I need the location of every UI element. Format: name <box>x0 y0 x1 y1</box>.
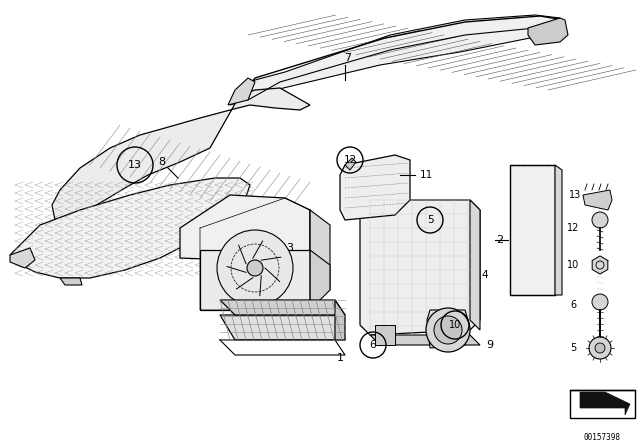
Text: 12: 12 <box>344 155 356 165</box>
Polygon shape <box>10 178 250 278</box>
Polygon shape <box>340 155 410 220</box>
Circle shape <box>217 230 293 306</box>
Circle shape <box>426 308 470 352</box>
Text: 7: 7 <box>344 53 351 63</box>
Text: 4: 4 <box>482 270 488 280</box>
Polygon shape <box>360 200 480 335</box>
Polygon shape <box>510 165 555 295</box>
Circle shape <box>595 343 605 353</box>
Polygon shape <box>592 256 608 274</box>
Text: 2: 2 <box>496 235 503 245</box>
Polygon shape <box>528 18 568 45</box>
Text: 6: 6 <box>570 300 576 310</box>
Circle shape <box>592 294 608 310</box>
Text: 5: 5 <box>570 343 576 353</box>
Polygon shape <box>470 200 480 330</box>
Polygon shape <box>345 158 356 170</box>
Polygon shape <box>220 300 345 315</box>
Polygon shape <box>60 278 82 285</box>
Circle shape <box>592 212 608 228</box>
Polygon shape <box>52 88 310 225</box>
Polygon shape <box>335 300 345 340</box>
Polygon shape <box>228 78 255 105</box>
Polygon shape <box>375 325 395 345</box>
Polygon shape <box>580 392 630 415</box>
Text: 00157398: 00157398 <box>584 432 621 441</box>
Text: 10: 10 <box>449 320 461 330</box>
Polygon shape <box>220 315 345 340</box>
Polygon shape <box>10 248 35 268</box>
Text: 8: 8 <box>159 157 166 167</box>
Polygon shape <box>180 195 310 262</box>
Text: 9: 9 <box>486 340 493 350</box>
Polygon shape <box>200 250 310 310</box>
Text: 12: 12 <box>567 223 579 233</box>
Text: 3: 3 <box>287 243 294 253</box>
Circle shape <box>589 337 611 359</box>
Text: 13: 13 <box>569 190 581 200</box>
Polygon shape <box>310 250 330 310</box>
Text: 13: 13 <box>128 160 142 170</box>
Polygon shape <box>370 335 480 345</box>
Circle shape <box>434 316 462 344</box>
Text: 11: 11 <box>420 170 433 180</box>
Text: 1: 1 <box>337 353 344 363</box>
Circle shape <box>247 260 263 276</box>
Polygon shape <box>583 190 612 210</box>
Polygon shape <box>555 165 562 295</box>
Bar <box>570 390 635 418</box>
Text: 5: 5 <box>427 215 433 225</box>
Text: 10: 10 <box>567 260 579 270</box>
Polygon shape <box>310 210 330 290</box>
Text: 6: 6 <box>370 340 376 350</box>
Polygon shape <box>427 310 468 348</box>
Polygon shape <box>230 15 560 105</box>
